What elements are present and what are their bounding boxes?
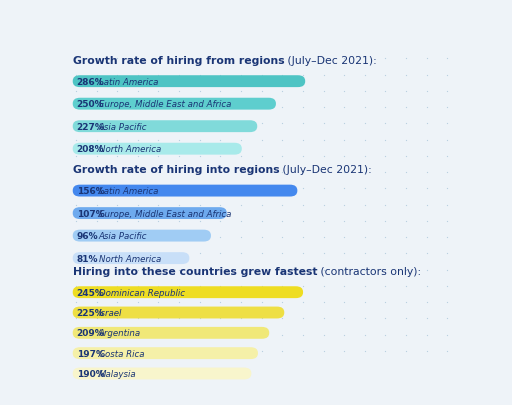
Text: Hiring into these countries grew fastest: Hiring into these countries grew fastest bbox=[73, 266, 317, 276]
Text: 208%: 208% bbox=[77, 145, 104, 154]
Text: Israel: Israel bbox=[98, 308, 122, 317]
Text: 209%: 209% bbox=[77, 328, 104, 337]
Text: 245%: 245% bbox=[77, 288, 104, 297]
FancyBboxPatch shape bbox=[73, 287, 303, 298]
Text: Costa Rica: Costa Rica bbox=[98, 349, 144, 358]
Text: Argentina: Argentina bbox=[98, 328, 141, 337]
Text: Dominican Republic: Dominican Republic bbox=[98, 288, 184, 297]
Text: Malaysia: Malaysia bbox=[98, 369, 136, 378]
Text: (contractors only):: (contractors only): bbox=[317, 266, 421, 276]
FancyBboxPatch shape bbox=[73, 143, 242, 155]
FancyBboxPatch shape bbox=[73, 368, 251, 379]
Text: Europe, Middle East and Africa: Europe, Middle East and Africa bbox=[98, 100, 231, 109]
FancyBboxPatch shape bbox=[73, 327, 269, 339]
Text: Latin America: Latin America bbox=[98, 187, 158, 196]
Text: 250%: 250% bbox=[77, 100, 104, 109]
Text: North America: North America bbox=[98, 254, 161, 263]
Text: 156%: 156% bbox=[77, 187, 104, 196]
Text: Growth rate of hiring from regions: Growth rate of hiring from regions bbox=[73, 56, 284, 66]
Text: (July–Dec 2021):: (July–Dec 2021): bbox=[284, 56, 377, 66]
FancyBboxPatch shape bbox=[73, 185, 297, 197]
FancyBboxPatch shape bbox=[73, 347, 258, 359]
FancyBboxPatch shape bbox=[73, 253, 189, 264]
Text: 81%: 81% bbox=[77, 254, 98, 263]
Text: 227%: 227% bbox=[77, 122, 104, 131]
Text: 225%: 225% bbox=[77, 308, 104, 317]
Text: 96%: 96% bbox=[77, 232, 98, 241]
Text: Asia Pacific: Asia Pacific bbox=[98, 122, 147, 131]
FancyBboxPatch shape bbox=[73, 121, 257, 133]
Text: Europe, Middle East and Africa: Europe, Middle East and Africa bbox=[98, 209, 231, 218]
Text: Asia Pacific: Asia Pacific bbox=[98, 232, 147, 241]
Text: Growth rate of hiring into regions: Growth rate of hiring into regions bbox=[73, 165, 280, 175]
Text: North America: North America bbox=[98, 145, 161, 154]
Text: 107%: 107% bbox=[77, 209, 104, 218]
Text: (July–Dec 2021):: (July–Dec 2021): bbox=[280, 165, 372, 175]
FancyBboxPatch shape bbox=[73, 208, 227, 220]
FancyBboxPatch shape bbox=[73, 230, 211, 242]
Text: 197%: 197% bbox=[77, 349, 104, 358]
FancyBboxPatch shape bbox=[73, 98, 276, 110]
FancyBboxPatch shape bbox=[73, 76, 305, 88]
FancyBboxPatch shape bbox=[73, 307, 284, 319]
Text: 190%: 190% bbox=[77, 369, 104, 378]
Text: 286%: 286% bbox=[77, 77, 104, 86]
Text: Latin America: Latin America bbox=[98, 77, 158, 86]
